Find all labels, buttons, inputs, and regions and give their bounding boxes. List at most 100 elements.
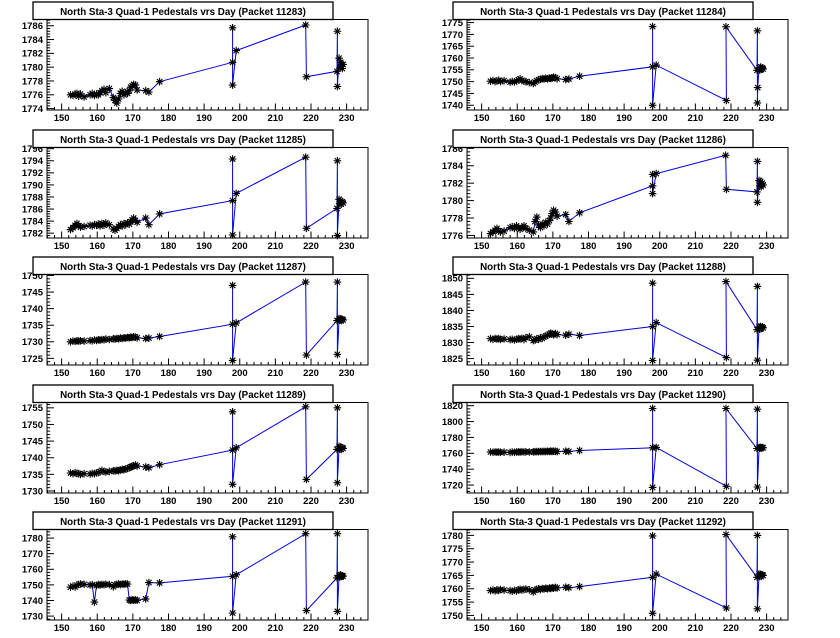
y-tick-label: 1780	[442, 531, 463, 542]
x-tick-label: 210	[687, 241, 703, 252]
y-tick-label: 1775	[442, 18, 464, 29]
y-tick-label: 1850	[442, 274, 463, 285]
x-tick-label: 200	[652, 623, 668, 634]
y-tick-label: 1780	[22, 63, 43, 74]
y-tick-label: 1750	[442, 611, 463, 622]
y-tick-label: 1792	[22, 168, 43, 179]
x-tick-label: 180	[161, 113, 177, 124]
y-tick-label: 1730	[22, 612, 43, 623]
x-tick-label: 180	[161, 241, 177, 252]
title-box	[32, 128, 334, 148]
y-tick-label: 1730	[22, 337, 43, 348]
y-tick-label: 1740	[22, 596, 43, 607]
chart-title: North Sta-3 Quad-1 Pedestals vrs Day (Pa…	[60, 262, 306, 273]
x-tick-label: 210	[687, 496, 703, 507]
data-markers	[66, 402, 347, 488]
x-tick-label: 210	[267, 368, 283, 379]
title-box	[32, 384, 334, 403]
y-tick-label: 1740	[22, 304, 43, 315]
y-tick-label: 1755	[22, 403, 44, 414]
y-tick-label: 1774	[22, 104, 44, 115]
y-axis	[47, 147, 55, 239]
x-tick-label: 170	[545, 241, 561, 252]
x-tick-label: 160	[509, 368, 525, 379]
y-tick-label: 1745	[442, 89, 464, 100]
x-tick-label: 230	[759, 623, 775, 634]
x-tick-label: 220	[723, 623, 739, 634]
x-tick-label: 160	[89, 241, 105, 252]
chart-title: North Sta-3 Quad-1 Pedestals vrs Day (Pa…	[480, 134, 726, 145]
x-tick-label: 220	[723, 368, 739, 379]
x-tick-label: 200	[232, 113, 248, 124]
x-tick-label: 190	[196, 496, 212, 507]
y-tick-label: 1750	[22, 271, 43, 282]
y-tick-label: 1840	[442, 306, 463, 317]
x-axis	[466, 103, 789, 110]
x-tick-label: 220	[303, 368, 319, 379]
title-box	[452, 1, 754, 21]
y-tick-label: 1770	[442, 558, 463, 569]
data-markers	[66, 21, 347, 107]
chart-svg: 150 160 170 180 190 200 210 220 230 1825 1830 1835 1…	[442, 256, 789, 379]
data-markers	[486, 404, 767, 491]
x-tick-label: 180	[581, 241, 597, 252]
x-tick-label: 170	[545, 368, 561, 379]
x-tick-label: 170	[125, 113, 141, 124]
x-tick-label: 190	[616, 368, 632, 379]
y-tick-label: 1784	[442, 161, 464, 172]
x-tick-label: 200	[652, 241, 668, 252]
x-axis	[46, 358, 369, 366]
chart-panel: 150 160 170 180 190 200 210 220 230 1782 1784 1786 1…	[0, 127, 420, 256]
y-tick-label: 1786	[442, 143, 463, 154]
x-axis	[46, 231, 369, 238]
y-tick-label: 1755	[442, 598, 464, 609]
data-markers	[486, 22, 767, 110]
x-tick-label: 160	[89, 623, 105, 634]
y-tick-label: 1786	[22, 204, 43, 215]
x-tick-label: 190	[616, 496, 632, 507]
x-tick-label: 150	[474, 241, 490, 252]
y-axis	[467, 274, 475, 366]
y-tick-label: 1760	[22, 565, 43, 576]
y-tick-label: 1735	[22, 470, 44, 481]
y-tick-label: 1770	[22, 549, 43, 560]
y-tick-label: 1720	[442, 480, 463, 491]
x-tick-label: 200	[232, 368, 248, 379]
x-tick-label: 200	[652, 113, 668, 124]
chart-panel: 150 160 170 180 190 200 210 220 230 1825 1830 1835 1…	[420, 255, 840, 383]
x-tick-label: 190	[196, 241, 212, 252]
y-tick-label: 1750	[22, 581, 43, 592]
chart-panel: 150 160 170 180 190 200 210 220 230 1720 1740 1760 1…	[420, 382, 840, 511]
chart-title: North Sta-3 Quad-1 Pedestals vrs Day (Pa…	[60, 134, 306, 145]
x-tick-label: 210	[687, 368, 703, 379]
x-tick-label: 150	[474, 113, 490, 124]
y-tick-label: 1825	[442, 354, 464, 365]
x-tick-label: 210	[267, 113, 283, 124]
data-line	[490, 533, 764, 614]
x-tick-label: 230	[759, 241, 775, 252]
x-axis	[466, 613, 789, 621]
y-axis	[467, 529, 475, 620]
x-tick-label: 230	[759, 368, 775, 379]
chart-title: North Sta-3 Quad-1 Pedestals vrs Day (Pa…	[480, 7, 726, 18]
y-tick-label: 1775	[442, 544, 464, 555]
y-tick-label: 1820	[442, 401, 463, 412]
y-axis	[47, 275, 55, 366]
y-tick-label: 1760	[442, 585, 463, 596]
y-tick-label: 1765	[442, 571, 464, 582]
y-tick-label: 1755	[442, 65, 464, 76]
y-axis	[47, 531, 55, 621]
y-tick-label: 1796	[22, 144, 43, 155]
data-markers	[66, 278, 347, 365]
x-tick-label: 190	[616, 623, 632, 634]
x-tick-label: 160	[509, 241, 525, 252]
y-tick-label: 1740	[22, 453, 43, 464]
chart-svg: 150 160 170 180 190 200 210 220 2301782178417861…	[22, 128, 369, 252]
y-tick-label: 1745	[22, 288, 44, 299]
y-tick-label: 1835	[442, 322, 464, 333]
x-tick-label: 190	[196, 368, 212, 379]
x-tick-label: 170	[545, 623, 561, 634]
x-tick-label: 200	[652, 496, 668, 507]
x-tick-label: 220	[303, 496, 319, 507]
